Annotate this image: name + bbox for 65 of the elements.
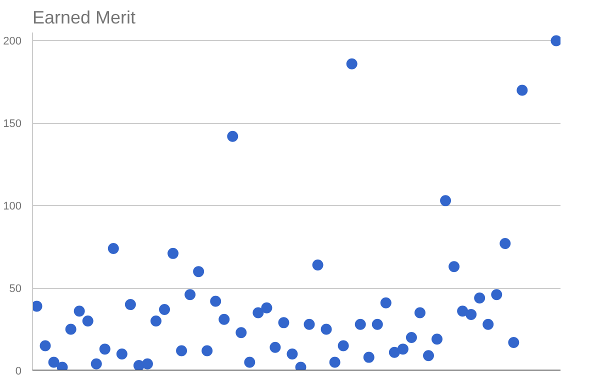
point <box>414 307 426 318</box>
point <box>48 356 60 368</box>
point <box>142 358 153 370</box>
point <box>65 324 76 335</box>
point <box>457 306 468 317</box>
point <box>338 340 349 352</box>
point <box>168 248 179 259</box>
point <box>150 316 162 327</box>
point <box>32 300 42 312</box>
point <box>466 308 477 320</box>
point <box>99 344 110 355</box>
point <box>193 266 204 278</box>
point <box>448 261 460 272</box>
point <box>346 58 358 70</box>
point <box>397 344 408 355</box>
point <box>90 358 102 370</box>
point <box>74 306 85 317</box>
point <box>320 324 332 335</box>
point <box>210 296 222 307</box>
point <box>482 318 494 330</box>
point <box>244 356 256 368</box>
point <box>108 243 119 254</box>
point <box>286 348 298 360</box>
y-tick-label: 0 <box>15 366 22 378</box>
point <box>252 307 264 318</box>
point <box>278 317 290 328</box>
point <box>184 289 196 300</box>
point <box>124 299 136 310</box>
y-tick-label: 200 <box>3 36 22 48</box>
point <box>500 238 511 250</box>
point <box>236 327 247 338</box>
point <box>406 332 417 344</box>
point <box>491 289 502 300</box>
point <box>508 336 520 348</box>
point <box>380 297 392 308</box>
point <box>270 342 281 353</box>
point <box>329 356 340 368</box>
y-tick-label: 50 <box>9 283 22 296</box>
point <box>550 35 560 46</box>
y-tick-label: 150 <box>3 118 22 130</box>
point <box>116 348 128 360</box>
point <box>56 362 68 370</box>
point <box>227 130 238 142</box>
point <box>133 360 144 370</box>
point <box>82 316 94 327</box>
point <box>295 362 306 370</box>
point <box>388 346 400 358</box>
point <box>474 292 486 304</box>
point <box>312 259 324 270</box>
point <box>363 352 374 363</box>
point <box>372 318 383 330</box>
point <box>40 340 51 352</box>
point <box>304 318 315 330</box>
point <box>440 195 452 206</box>
point <box>354 318 366 330</box>
y-tick-label: 100 <box>3 200 22 213</box>
point <box>261 302 272 314</box>
point <box>202 345 213 356</box>
point <box>423 350 434 362</box>
point <box>432 334 443 345</box>
chart-title: Earned Merit <box>32 8 136 28</box>
point <box>159 304 170 315</box>
point <box>218 314 230 325</box>
point <box>176 345 188 356</box>
point <box>516 84 528 96</box>
